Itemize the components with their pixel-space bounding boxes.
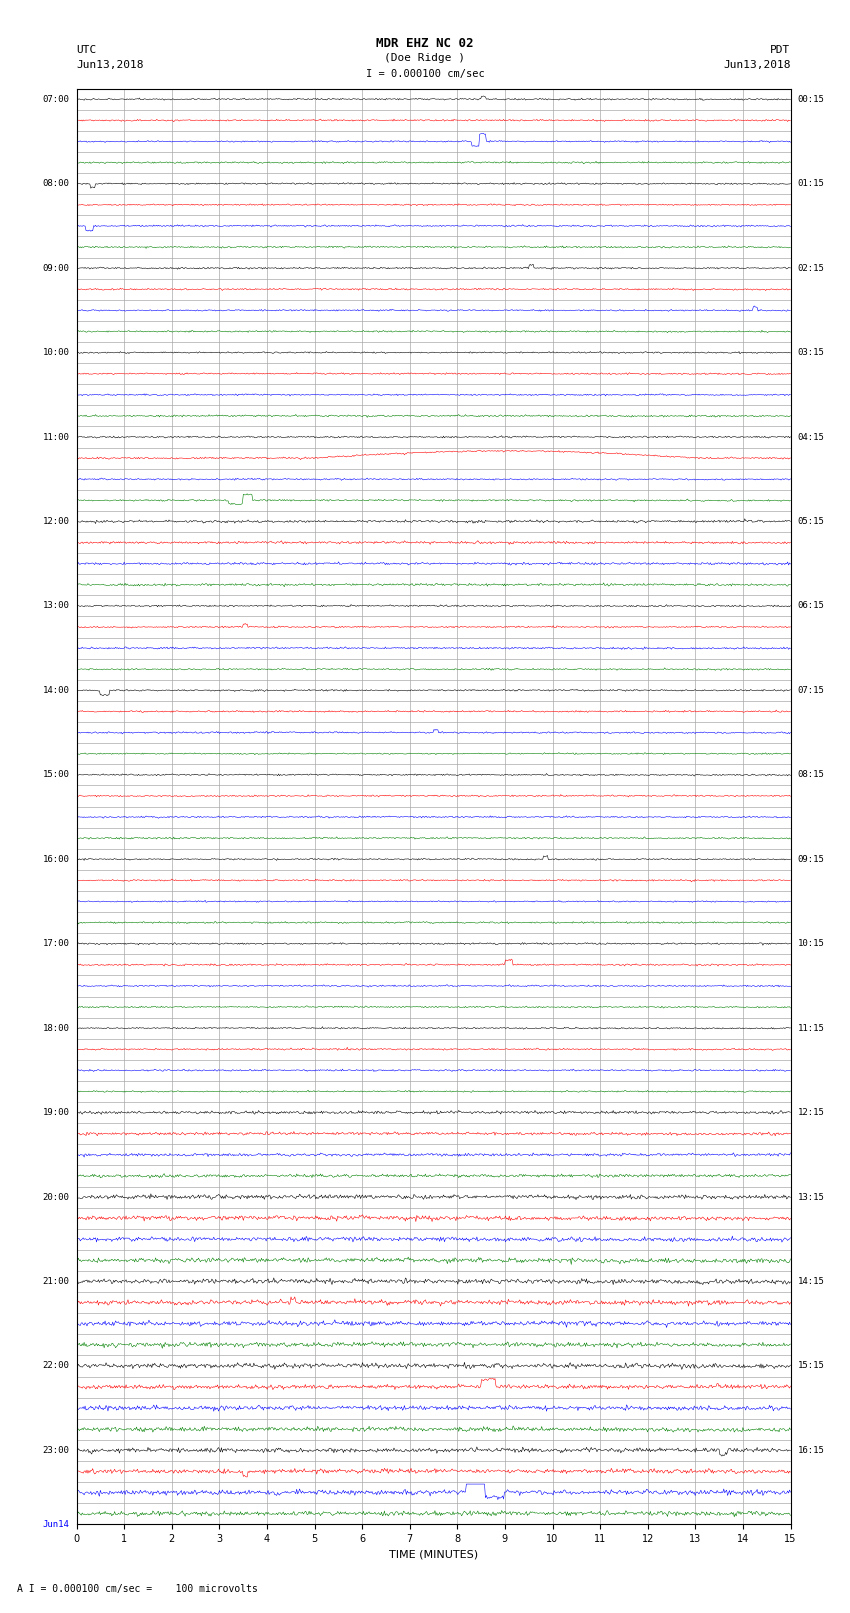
Text: Jun13,2018: Jun13,2018 [76,60,144,69]
Text: 23:00: 23:00 [42,1445,70,1455]
Text: 11:15: 11:15 [797,1024,824,1032]
Text: 07:00: 07:00 [42,95,70,103]
Text: 07:15: 07:15 [797,686,824,695]
Text: 19:00: 19:00 [42,1108,70,1118]
Text: 10:00: 10:00 [42,348,70,356]
Text: 00:15: 00:15 [797,95,824,103]
Text: 12:15: 12:15 [797,1108,824,1118]
Text: UTC: UTC [76,45,97,55]
Text: I = 0.000100 cm/sec: I = 0.000100 cm/sec [366,69,484,79]
Text: 20:00: 20:00 [42,1192,70,1202]
Text: 11:00: 11:00 [42,432,70,442]
Text: 13:00: 13:00 [42,602,70,610]
X-axis label: TIME (MINUTES): TIME (MINUTES) [389,1550,478,1560]
Text: PDT: PDT [770,45,790,55]
Text: 02:15: 02:15 [797,263,824,273]
Text: 08:00: 08:00 [42,179,70,189]
Text: 10:15: 10:15 [797,939,824,948]
Text: 03:15: 03:15 [797,348,824,356]
Text: 15:15: 15:15 [797,1361,824,1371]
Text: 14:00: 14:00 [42,686,70,695]
Text: 08:15: 08:15 [797,771,824,779]
Text: 22:00: 22:00 [42,1361,70,1371]
Text: 09:15: 09:15 [797,855,824,865]
Text: 01:15: 01:15 [797,179,824,189]
Text: (Doe Ridge ): (Doe Ridge ) [384,53,466,63]
Text: 17:00: 17:00 [42,939,70,948]
Text: 15:00: 15:00 [42,771,70,779]
Text: MDR EHZ NC 02: MDR EHZ NC 02 [377,37,473,50]
Text: Jun14: Jun14 [42,1519,70,1529]
Text: 04:15: 04:15 [797,432,824,442]
Text: 05:15: 05:15 [797,518,824,526]
Text: 21:00: 21:00 [42,1277,70,1286]
Text: 06:15: 06:15 [797,602,824,610]
Text: 14:15: 14:15 [797,1277,824,1286]
Text: 18:00: 18:00 [42,1024,70,1032]
Text: 16:00: 16:00 [42,855,70,865]
Text: 12:00: 12:00 [42,518,70,526]
Text: 09:00: 09:00 [42,263,70,273]
Text: Jun13,2018: Jun13,2018 [723,60,791,69]
Text: A I = 0.000100 cm/sec =    100 microvolts: A I = 0.000100 cm/sec = 100 microvolts [17,1584,258,1594]
Text: 13:15: 13:15 [797,1192,824,1202]
Text: 16:15: 16:15 [797,1445,824,1455]
